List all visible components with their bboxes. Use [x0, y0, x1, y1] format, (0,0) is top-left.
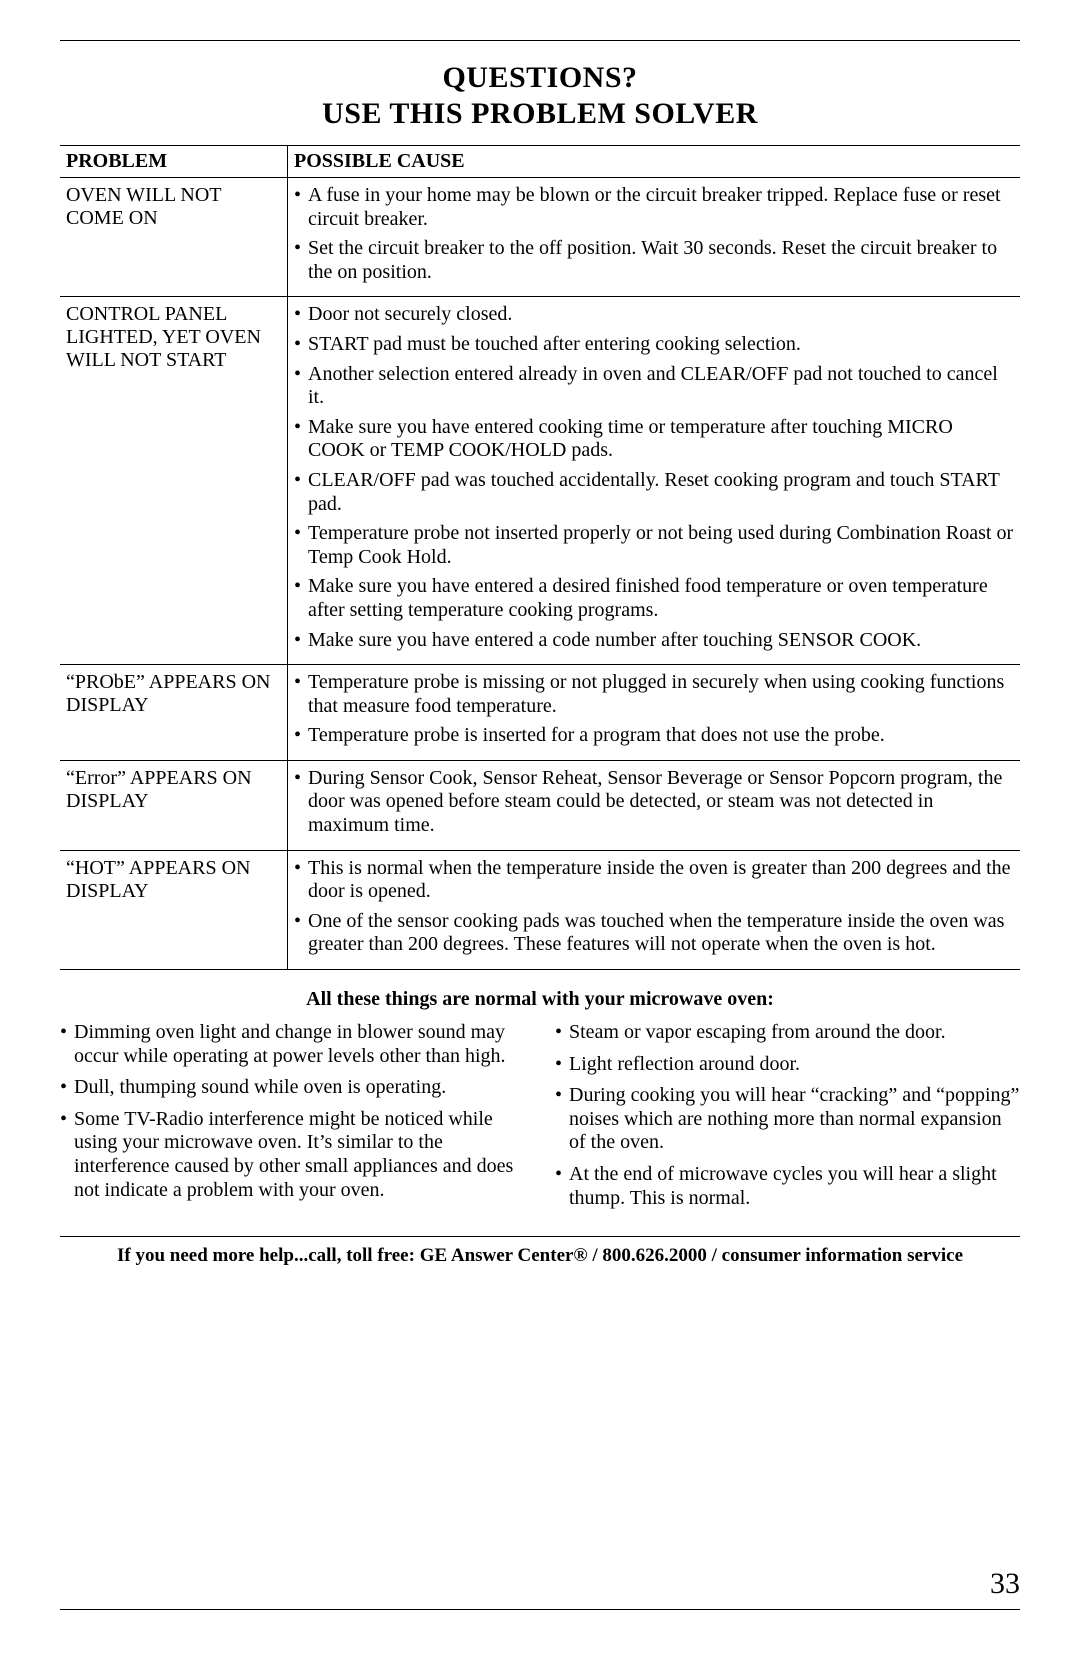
table-row: “HOT” APPEARS ON DISPLAY This is normal … — [60, 850, 1020, 969]
cause-cell: A fuse in your home may be blown or the … — [288, 178, 1021, 297]
table-row: “PRObE” APPEARS ON DISPLAY Temperature p… — [60, 665, 1020, 761]
top-rule — [60, 40, 1020, 41]
normal-list-left: Dimming oven light and change in blower … — [60, 1021, 525, 1218]
cause-item: Make sure you have entered a desired fin… — [294, 575, 1014, 622]
table-row: “Error” APPEARS ON DISPLAY During Sensor… — [60, 760, 1020, 850]
normal-heading: All these things are normal with your mi… — [60, 988, 1020, 1011]
page-title-2: USE THIS PROBLEM SOLVER — [60, 97, 1020, 131]
normal-item: Dull, thumping sound while oven is opera… — [60, 1076, 525, 1100]
cause-item: Door not securely closed. — [294, 303, 1014, 327]
normal-item: Steam or vapor escaping from around the … — [555, 1021, 1020, 1045]
normal-columns: Dimming oven light and change in blower … — [60, 1021, 1020, 1218]
cause-item: Temperature probe not inserted properly … — [294, 522, 1014, 569]
normal-item: Some TV-Radio interference might be noti… — [60, 1108, 525, 1202]
cause-cell: During Sensor Cook, Sensor Reheat, Senso… — [288, 760, 1021, 850]
problem-solver-table: PROBLEM POSSIBLE CAUSE OVEN WILL NOT COM… — [60, 145, 1020, 970]
col-header-problem: PROBLEM — [60, 146, 288, 178]
col-header-cause: POSSIBLE CAUSE — [288, 146, 1021, 178]
problem-cell: OVEN WILL NOT COME ON — [60, 178, 288, 297]
problem-cell: “PRObE” APPEARS ON DISPLAY — [60, 665, 288, 761]
cause-item: A fuse in your home may be blown or the … — [294, 184, 1014, 231]
problem-cell: CONTROL PANEL LIGHTED, YET OVEN WILL NOT… — [60, 297, 288, 665]
cause-item: Another selection entered already in ove… — [294, 363, 1014, 410]
table-row: OVEN WILL NOT COME ON A fuse in your hom… — [60, 178, 1020, 297]
cause-cell: Temperature probe is missing or not plug… — [288, 665, 1021, 761]
mid-rule — [60, 1236, 1020, 1237]
problem-cell: “HOT” APPEARS ON DISPLAY — [60, 850, 288, 969]
cause-item: Temperature probe is inserted for a prog… — [294, 724, 1014, 748]
normal-item: At the end of microwave cycles you will … — [555, 1163, 1020, 1210]
page-number: 33 — [60, 1567, 1020, 1601]
cause-item: Set the circuit breaker to the off posit… — [294, 237, 1014, 284]
normal-list-right: Steam or vapor escaping from around the … — [555, 1021, 1020, 1218]
cause-cell: Door not securely closed. START pad must… — [288, 297, 1021, 665]
cause-cell: This is normal when the temperature insi… — [288, 850, 1021, 969]
cause-item: This is normal when the temperature insi… — [294, 857, 1014, 904]
manual-page: QUESTIONS? USE THIS PROBLEM SOLVER PROBL… — [0, 0, 1080, 1670]
page-title-1: QUESTIONS? — [60, 61, 1020, 95]
bottom-rule — [60, 1609, 1020, 1610]
normal-item: Dimming oven light and change in blower … — [60, 1021, 525, 1068]
normal-item: Light reflection around door. — [555, 1053, 1020, 1077]
cause-item: CLEAR/OFF pad was touched accidentally. … — [294, 469, 1014, 516]
normal-item: During cooking you will hear “cracking” … — [555, 1084, 1020, 1155]
cause-item: START pad must be touched after entering… — [294, 333, 1014, 357]
cause-item: Make sure you have entered cooking time … — [294, 416, 1014, 463]
cause-item: During Sensor Cook, Sensor Reheat, Senso… — [294, 767, 1014, 838]
table-row: CONTROL PANEL LIGHTED, YET OVEN WILL NOT… — [60, 297, 1020, 665]
cause-item: Make sure you have entered a code number… — [294, 629, 1014, 653]
cause-item: Temperature probe is missing or not plug… — [294, 671, 1014, 718]
problem-cell: “Error” APPEARS ON DISPLAY — [60, 760, 288, 850]
footer-help: If you need more help...call, toll free:… — [60, 1245, 1020, 1267]
cause-item: One of the sensor cooking pads was touch… — [294, 910, 1014, 957]
